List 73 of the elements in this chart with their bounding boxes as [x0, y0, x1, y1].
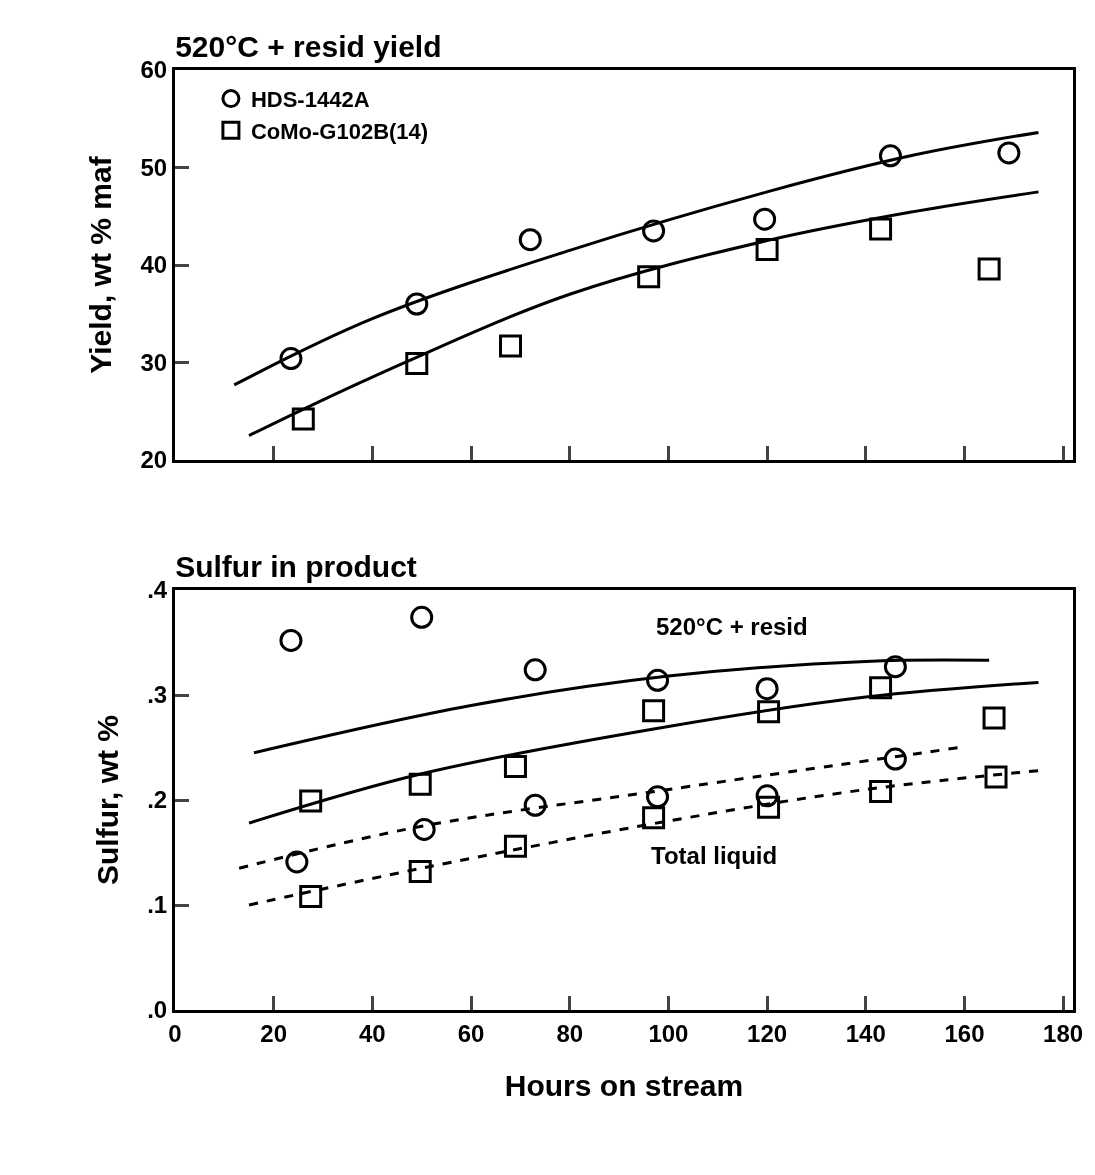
x-tick-label: 40	[359, 1019, 386, 1047]
point	[642, 699, 666, 723]
legend-label: HDS-1442A	[250, 87, 370, 113]
x-tick-label: 60	[457, 1019, 485, 1047]
y-axis-title: Sulfur, wt %	[91, 714, 125, 886]
y-tick-label: .4	[147, 576, 168, 604]
x-tick-label: 100	[648, 1019, 689, 1047]
point	[412, 817, 436, 841]
y-tick-label: .0	[147, 996, 168, 1024]
point	[883, 747, 907, 771]
point	[755, 784, 779, 808]
point	[518, 228, 542, 252]
point	[869, 780, 893, 804]
point	[869, 217, 893, 241]
line-series	[247, 190, 1040, 438]
point	[642, 219, 666, 243]
point	[883, 655, 907, 679]
point	[753, 207, 777, 231]
chart-title: Sulfur in product	[175, 550, 417, 583]
point	[878, 144, 902, 168]
point	[408, 859, 432, 883]
point	[642, 806, 666, 830]
point	[405, 351, 429, 375]
x-tick-label: 80	[556, 1019, 584, 1047]
x-axis-title: Hours on stream	[504, 1069, 744, 1103]
annotation: 520°C + resid	[656, 613, 808, 640]
y-tick-label: 30	[140, 348, 168, 376]
x-tick-label: 0	[168, 1019, 182, 1047]
y-axis-title: Yield, wt % maf	[84, 155, 118, 374]
point	[984, 765, 1008, 789]
x-tick-label: 120	[747, 1019, 788, 1047]
y-tick-label: 20	[140, 446, 168, 474]
x-tick-label: 180	[1043, 1019, 1084, 1047]
point	[405, 292, 429, 316]
point	[523, 793, 547, 817]
legend-label: CoMo-G102B(14)	[250, 118, 429, 144]
point	[977, 257, 1001, 281]
annotation: Total liquid	[651, 842, 778, 869]
point	[523, 658, 547, 682]
point	[499, 334, 523, 358]
x-tick-label: 20	[260, 1019, 288, 1047]
point	[646, 785, 670, 809]
x-tick-label: 160	[944, 1019, 985, 1047]
point	[757, 795, 781, 819]
point	[410, 605, 434, 629]
point	[757, 700, 781, 724]
point	[982, 706, 1006, 730]
y-tick-label: 40	[140, 251, 168, 279]
x-tick-label: 140	[845, 1019, 886, 1047]
point	[299, 885, 323, 909]
point	[755, 237, 779, 261]
point	[291, 407, 315, 431]
y-tick-label: 50	[140, 153, 168, 181]
point	[646, 668, 670, 692]
point	[637, 265, 661, 289]
line-series	[247, 769, 1040, 907]
point	[285, 850, 309, 874]
y-tick-label: .1	[147, 891, 168, 919]
point	[503, 754, 527, 778]
point	[279, 347, 303, 371]
line-series	[247, 680, 1040, 825]
point	[279, 628, 303, 652]
point	[755, 677, 779, 701]
point	[408, 772, 432, 796]
point	[299, 789, 323, 813]
y-tick-label: .3	[147, 681, 168, 709]
point	[503, 834, 527, 858]
point	[869, 676, 893, 700]
chart-title: 520°C + resid yield	[175, 30, 442, 63]
y-tick-label: 60	[140, 56, 168, 84]
point	[997, 141, 1021, 165]
line-series	[252, 658, 991, 755]
y-tick-label: .2	[147, 786, 168, 814]
